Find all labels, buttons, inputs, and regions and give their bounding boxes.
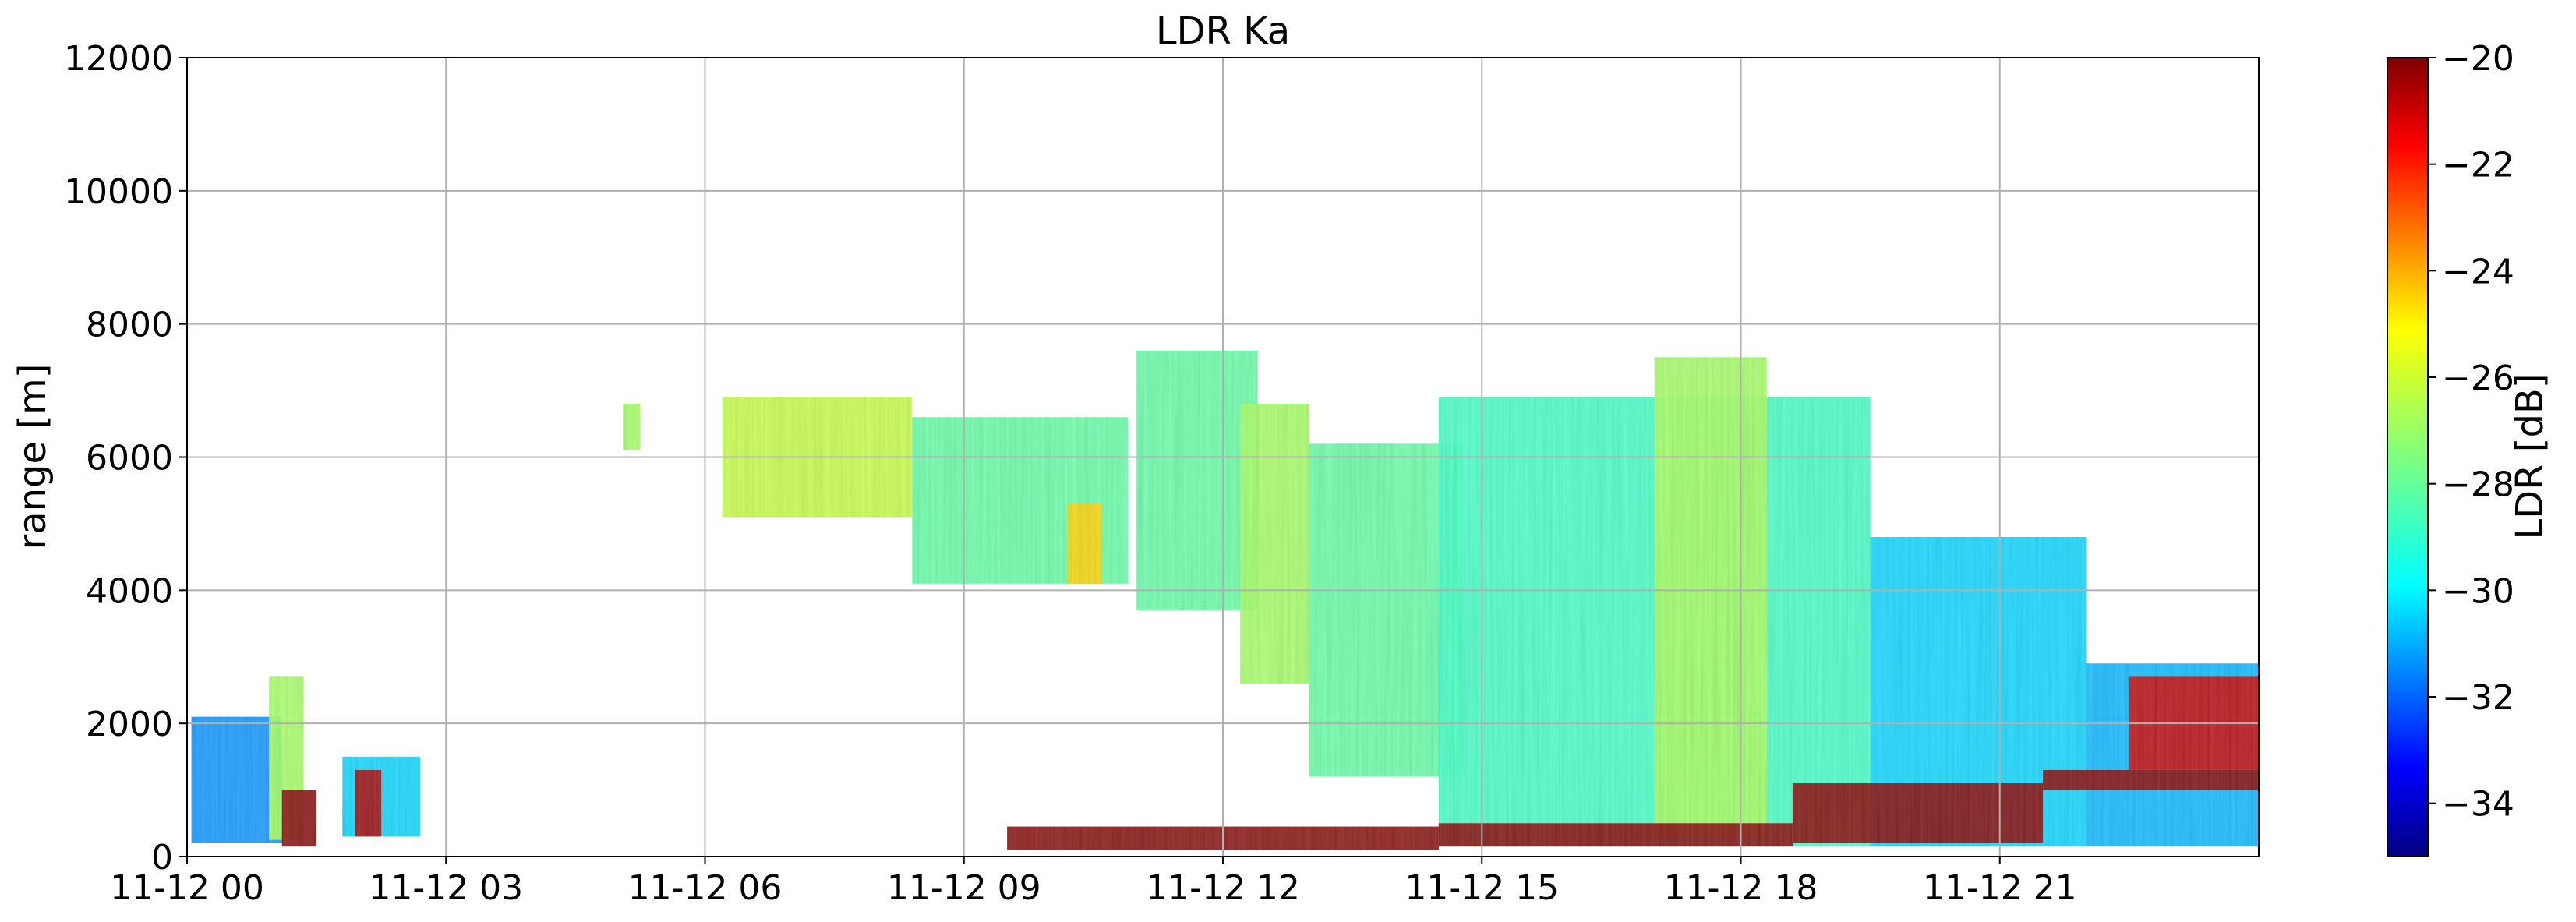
y-tick-label: 0 [151,838,173,878]
x-tick-label: 11-12 06 [628,868,783,908]
x-tick-label: 11-12 15 [1405,868,1559,908]
ldr-region-texture-4 [355,769,382,837]
ldr-region-texture-8 [1067,503,1102,584]
colorbar-tick-label: −20 [2442,39,2514,79]
x-tick-label: 11-12 03 [369,868,523,908]
y-tick-label: 2000 [86,705,173,744]
ldr-region-texture-10 [1240,404,1309,684]
x-tick-label: 11-12 09 [887,868,1041,908]
x-tick-label: 11-12 00 [110,868,264,908]
ldr-data-regions [191,350,2259,850]
ldr-region-texture-9 [1136,350,1258,610]
chart-title: LDR Ka [1156,9,1290,53]
colorbar [2387,57,2429,857]
x-axis-ticks: 11-12 00 11-12 03 11-12 06 11-12 09 11-12 12… [110,857,2077,908]
x-tick-label: 11-12 18 [1664,868,1818,908]
colorbar-tick-label: −30 [2442,571,2514,611]
x-tick-label: 11-12 21 [1923,868,2077,908]
colorbar-tick-label: −32 [2442,678,2514,718]
colorbar-tick-label: −24 [2442,252,2514,291]
ldr-region-texture-13 [1654,357,1767,837]
ldr-region-texture-17 [1438,823,1793,847]
y-tick-label: 8000 [86,306,173,345]
ldr-region-texture-5 [623,404,641,450]
ldr-region-texture-0 [191,716,282,843]
colorbar-tick-label: −28 [2442,465,2514,505]
colorbar-tick-label: −34 [2442,785,2514,825]
colorbar-tick-label: −22 [2442,146,2514,185]
y-tick-label: 10000 [64,172,173,212]
y-tick-label: 12000 [64,39,173,79]
y-tick-label: 6000 [86,439,173,479]
x-tick-label: 11-12 12 [1146,868,1300,908]
y-axis-label: range [m] [11,363,55,549]
ldr-region-texture-2 [281,790,317,847]
ldr-region-texture-19 [2043,769,2259,790]
y-axis-ticks: 0 2000 4000 6000 8000 10000 12000 [64,39,187,878]
colorbar-label: LDR [dB] [2508,373,2552,539]
colorbar-tick-label: −26 [2442,359,2514,398]
colorbar-ticks: −20 −22 −24 −26 −28 −30 −32 −34 [2428,39,2514,825]
y-tick-label: 4000 [86,571,173,611]
ldr-region-texture-18 [1792,783,2044,843]
